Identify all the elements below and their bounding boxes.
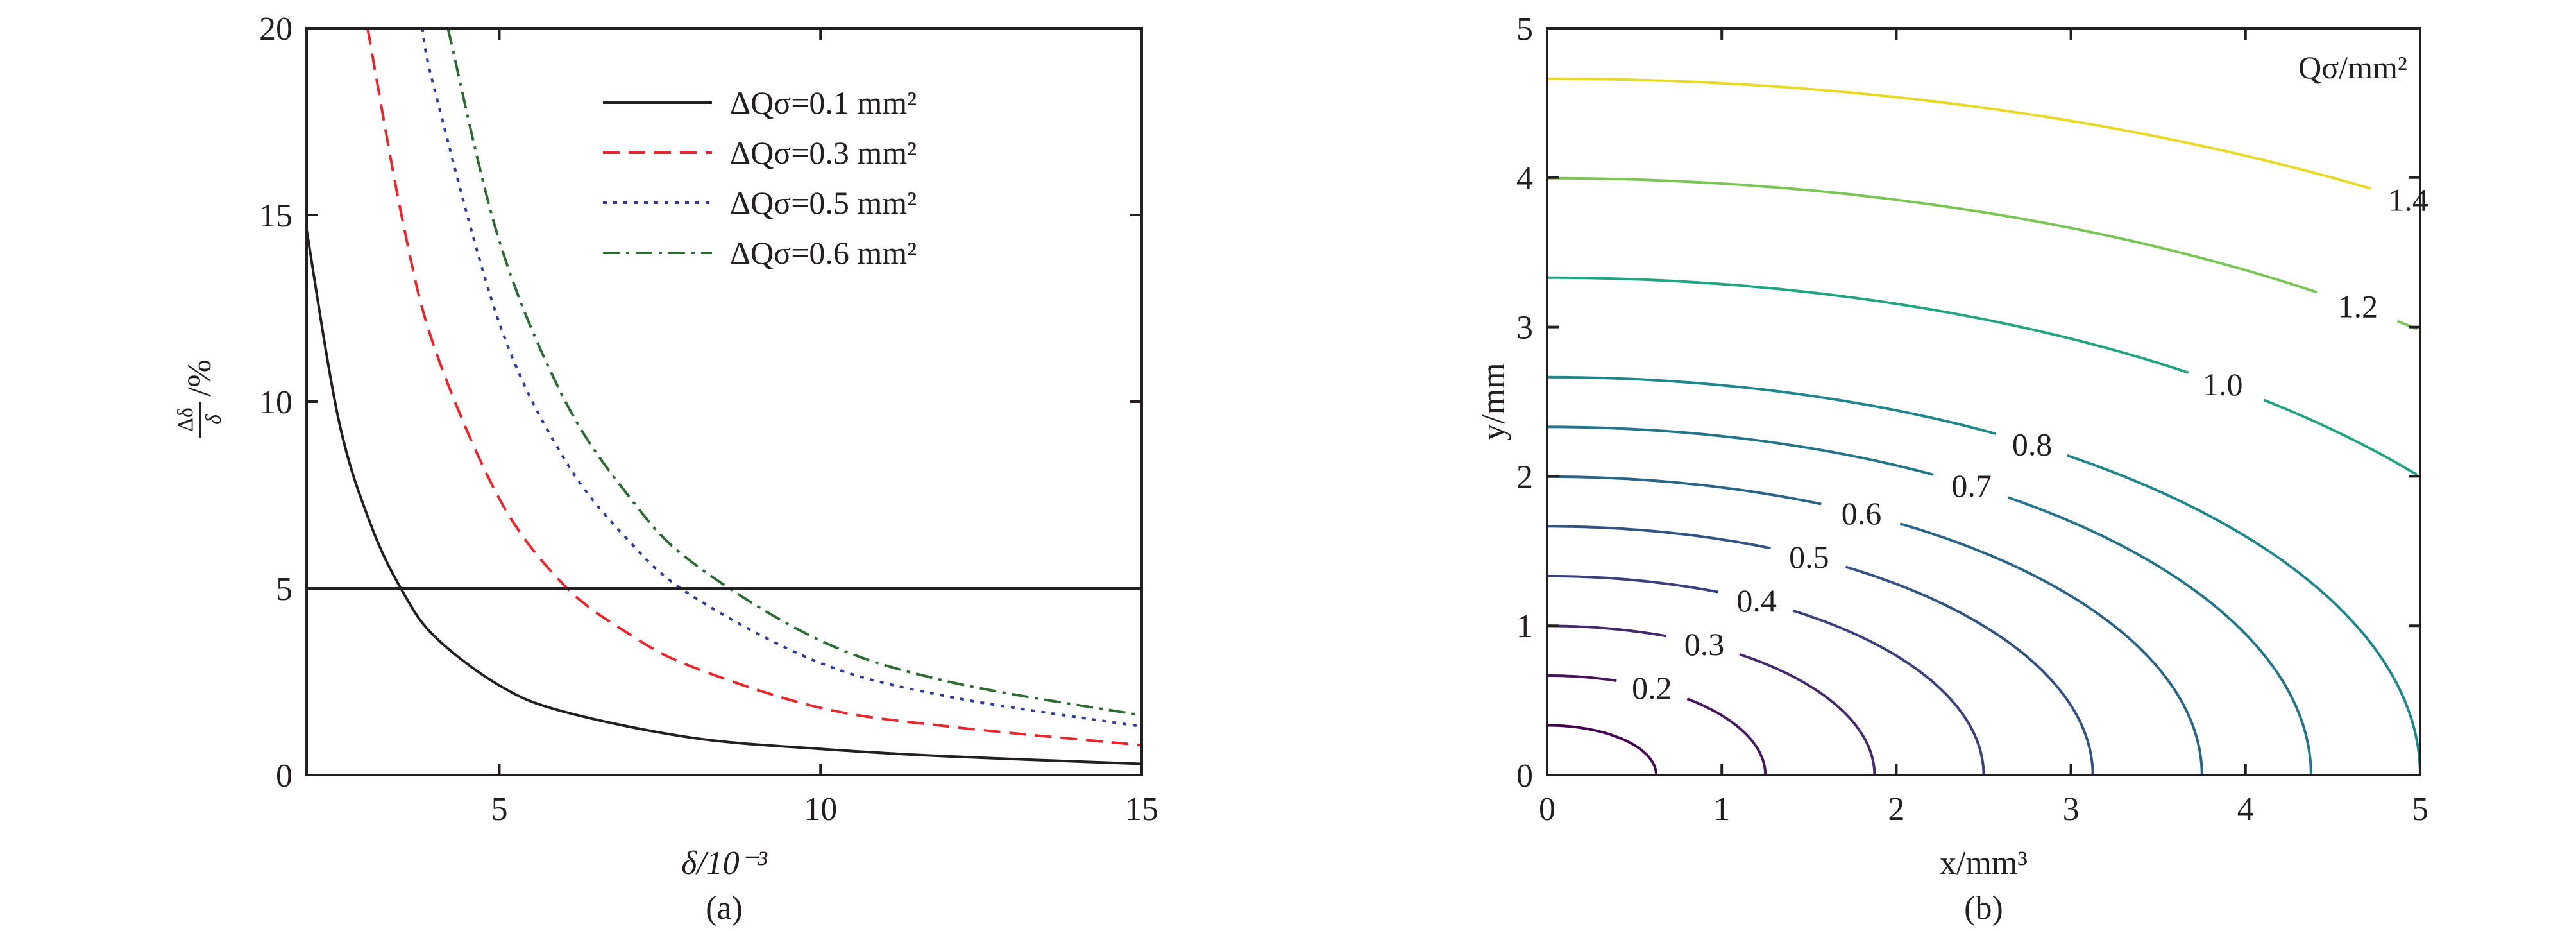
panel-b-y-axis-label: y/mm <box>1475 363 1512 440</box>
panel-b-axes-frame <box>1546 27 2421 776</box>
contour-title: Qσ/mm² <box>2298 49 2407 85</box>
legend-label-1: ΔQσ=0.3 mm² <box>730 135 917 171</box>
y-tick-label-0: 0 <box>276 758 292 794</box>
panel-b-label: (b) <box>1964 890 2003 927</box>
y-label-numerator: Δδ <box>174 407 198 432</box>
y-tick-label-3: 15 <box>259 198 292 234</box>
contour-line-2-0 <box>1739 653 1876 775</box>
y-tick-label-4: 20 <box>259 11 292 47</box>
contour-line-1-1 <box>1547 674 1617 682</box>
x-tick-label-1: 10 <box>804 791 837 828</box>
y-tick-label-4: 4 <box>1516 160 1533 197</box>
x-tick-label-2: 2 <box>1888 791 1904 828</box>
contour-line-4-1 <box>1547 525 1771 550</box>
x-tick-label-0: 5 <box>491 791 507 828</box>
contour-label-8: 1.0 <box>2203 366 2243 402</box>
y-tick-label-3: 3 <box>1516 310 1533 346</box>
contour-line-7-1 <box>1546 375 1997 436</box>
contour-line-6-1 <box>1546 425 1934 476</box>
y-tick-label-1: 5 <box>276 571 292 608</box>
y-tick-label-1: 1 <box>1516 608 1533 645</box>
contour-line-9-1 <box>1546 176 2318 294</box>
series-line-2 <box>421 28 1142 728</box>
contour-label-4: 0.5 <box>1789 539 1829 575</box>
contour-label-2: 0.3 <box>1684 626 1725 662</box>
contour-label-6: 0.7 <box>1951 468 1992 504</box>
panel-b-x-axis-label: x/mm³ <box>1940 845 2028 882</box>
x-tick-label-5: 5 <box>2412 791 2428 828</box>
contour-line-1-0 <box>1686 697 1767 776</box>
legend-label-2: ΔQσ=0.5 mm² <box>730 185 917 221</box>
contour-line-5-0 <box>1899 522 2203 776</box>
contour-line-6-0 <box>2008 496 2312 776</box>
contour-label-3: 0.4 <box>1736 583 1777 619</box>
panel-a-legend: ΔQσ=0.1 mm² ΔQσ=0.3 mm² ΔQσ=0.5 mm² ΔQσ=0.6… <box>603 85 917 271</box>
x-tick-label-4: 4 <box>2237 791 2254 828</box>
panel-a-ticks: 5 10 15 0 5 10 15 20 <box>259 11 1158 828</box>
contour-line-8-0 <box>2263 398 2418 476</box>
contour-line-10-0 <box>1547 77 2371 190</box>
panel-b-ticks: 0 1 2 3 4 5 1 2 3 4 5 0 <box>1516 11 2428 828</box>
series-line-3 <box>446 28 1142 717</box>
panel-b-contours: 0.2 0.3 0.4 0.5 0.6 0.7 0.8 1.0 1.2 1.4 <box>1546 77 2428 776</box>
panel-a-axes-frame <box>305 27 1143 776</box>
panel-a-x-axis-label: δ/10⁻³ <box>681 845 768 882</box>
contour-line-5-1 <box>1547 475 1822 506</box>
contour-label-7: 0.8 <box>2012 426 2053 462</box>
y-tick-label-2: 10 <box>259 384 292 421</box>
panel-b-contour-chart: 0.2 0.3 0.4 0.5 0.6 0.7 0.8 1.0 1.2 1.4 0 1 2 3 4 5 1 2 3… <box>1475 11 2428 927</box>
contour-line-4-0 <box>1845 565 2094 775</box>
contour-label-1: 0.2 <box>1632 670 1672 706</box>
contour-label-5: 0.6 <box>1842 495 1882 531</box>
legend-label-3: ΔQσ=0.6 mm² <box>730 235 917 271</box>
x-tick-label-0: 0 <box>1539 791 1555 828</box>
contour-label-9: 1.2 <box>2338 288 2378 324</box>
contour-label-10: 1.4 <box>2388 182 2428 218</box>
x-tick-label-2: 15 <box>1125 791 1158 828</box>
x-tick-label-1: 1 <box>1713 791 1730 828</box>
contour-line-2-1 <box>1547 624 1667 638</box>
y-tick-label-5: 5 <box>1516 11 1533 47</box>
contour-line-3-1 <box>1547 574 1718 594</box>
contour-line-8-1 <box>1547 276 2189 374</box>
panel-a-y-axis-label: Δδ δ /% <box>174 359 226 438</box>
panel-b-title: Qσ/mm² <box>2298 49 2407 85</box>
y-label-unit: /% <box>182 359 218 397</box>
panel-a-label: (a) <box>706 890 743 927</box>
y-tick-label-0: 0 <box>1516 758 1533 794</box>
contour-line-3-0 <box>1793 609 1985 775</box>
contour-line-7-0 <box>2067 454 2421 776</box>
series-line-1 <box>366 28 1142 747</box>
panel-a-series <box>305 28 1142 765</box>
legend-label-0: ΔQσ=0.1 mm² <box>730 85 917 121</box>
x-tick-label-3: 3 <box>2063 791 2080 828</box>
series-line-0 <box>305 229 1142 765</box>
y-label-denominator: δ <box>202 414 226 425</box>
contour-line-0-0 <box>1547 724 1658 775</box>
y-tick-label-2: 2 <box>1516 459 1533 495</box>
